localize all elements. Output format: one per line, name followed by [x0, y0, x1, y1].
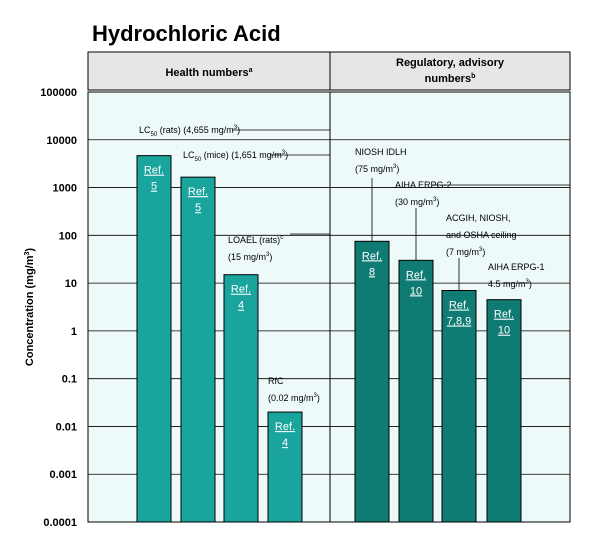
bar-regulatory-1 [398, 259, 434, 523]
bar-health-1 [180, 176, 216, 523]
regulatory-header-line2: numbersb [425, 73, 476, 85]
bar-annotation-line: (30 mg/m3) [395, 197, 439, 207]
y-tick-label: 1000 [53, 183, 77, 195]
bar-annotation-line: NIOSH IDLH [355, 147, 407, 157]
ref-link[interactable]: Ref. [449, 300, 469, 312]
ref-link[interactable]: 10 [498, 325, 510, 337]
health-header-cell [87, 51, 331, 91]
ref-link[interactable]: Ref. [494, 309, 514, 321]
bar-annotation-line: (75 mg/m3) [355, 164, 399, 174]
y-tick-label: 0.1 [62, 374, 77, 386]
bar-annotation-line: (15 mg/m3) [228, 252, 272, 262]
label-leader-lines [232, 129, 570, 291]
bar-annotation-line: LC50 (rats) (4,655 mg/m3) [139, 125, 240, 138]
ref-link[interactable]: 8 [369, 266, 375, 278]
regulatory-header-line1: Regulatory, advisory [396, 57, 505, 69]
y-tick-label: 0.001 [49, 469, 77, 481]
bar-annotations: LC50 (rats) (4,655 mg/m3) LC50 (mice) (1,… [139, 125, 545, 403]
bar-health-3 [267, 411, 303, 523]
ref-link[interactable]: Ref. [275, 421, 295, 433]
bar-annotation-line: LOAEL (rats)c [228, 235, 283, 245]
bar-health-2 [223, 274, 259, 523]
ref-link[interactable]: Ref. [406, 269, 426, 281]
y-tick-label: 1 [71, 326, 77, 338]
y-tick-label: 0.0001 [43, 517, 77, 529]
ref-link[interactable]: 10 [410, 285, 422, 297]
ref-link[interactable]: Ref. [362, 250, 382, 262]
bar-annotation-line: ACGIH, NIOSH, [446, 213, 511, 223]
bar-annotation-line: AIHA ERPG-1 [488, 262, 545, 272]
bar-regulatory-0 [354, 240, 390, 523]
bar-annotation-line: (7 mg/m3) [446, 247, 485, 257]
y-tick-label: 10 [65, 278, 77, 290]
ref-link[interactable]: 5 [195, 202, 201, 214]
ref-link[interactable]: 4 [282, 437, 288, 449]
ref-link[interactable]: Ref. [231, 284, 251, 296]
ref-link[interactable]: 5 [151, 181, 157, 193]
y-tick-label: 10000 [46, 135, 77, 147]
health-header: Health numbersa [165, 67, 252, 79]
bar-annotation-line: AIHA ERPG-2 [395, 180, 452, 190]
bar-annotation-line: (0.02 mg/m3) [268, 393, 320, 403]
bars: Ref. 5 Ref. 5 Ref. 4 Ref. 4 Ref. 8 Ref. 10 Ref. 7,8,9… [136, 155, 522, 523]
bar-annotation-line: and OSHA ceiling [446, 230, 517, 240]
ref-link[interactable]: 7,8,9 [447, 316, 471, 328]
ref-link[interactable]: Ref. [144, 165, 164, 177]
y-axis-label: Concentration (mg/m3) [24, 248, 36, 367]
bar-annotation-line: RfC [268, 376, 284, 386]
bar-annotation-line: LC50 (mice) (1,651 mg/m3) [183, 150, 288, 163]
y-axis-ticks: 100000 10000 1000 100 10 1 0.1 0.01 0.001 0.0001 [40, 87, 77, 529]
y-tick-label: 100000 [40, 87, 77, 99]
regulatory-header-cell [329, 51, 571, 91]
bar-annotation-line: 4.5 mg/m3) [488, 279, 532, 289]
bar-regulatory-3 [486, 299, 522, 523]
bar-regulatory-2 [441, 290, 477, 523]
ref-link[interactable]: Ref. [188, 186, 208, 198]
chart-title: Hydrochloric Acid [92, 21, 281, 46]
y-tick-label: 100 [59, 230, 77, 242]
bar-health-0 [136, 155, 172, 523]
y-tick-label: 0.01 [56, 421, 77, 433]
ref-link[interactable]: 4 [238, 300, 244, 312]
